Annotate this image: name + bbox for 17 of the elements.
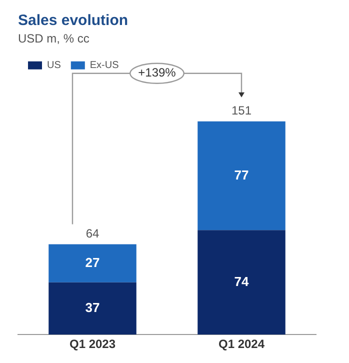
bar (48, 244, 136, 282)
total-label: 151 (231, 104, 252, 118)
text: +139% (138, 66, 176, 80)
bar (198, 121, 286, 230)
data-label: 77 (234, 167, 249, 182)
legend-label: US (47, 60, 62, 72)
total-label: 64 (86, 226, 100, 241)
chart-title: Sales evolution (18, 12, 128, 30)
legend-label: Ex-US (90, 60, 120, 72)
chart-subtitle: USD m, % cc (18, 32, 90, 46)
data-label: 37 (85, 300, 100, 316)
data-label: 74 (234, 274, 250, 289)
data-label: 27 (85, 254, 100, 270)
bar (198, 230, 286, 335)
x-tick-label: Q1 2023 (69, 337, 116, 352)
x-tick-label: Q1 2024 (218, 337, 265, 352)
bar (48, 282, 136, 335)
